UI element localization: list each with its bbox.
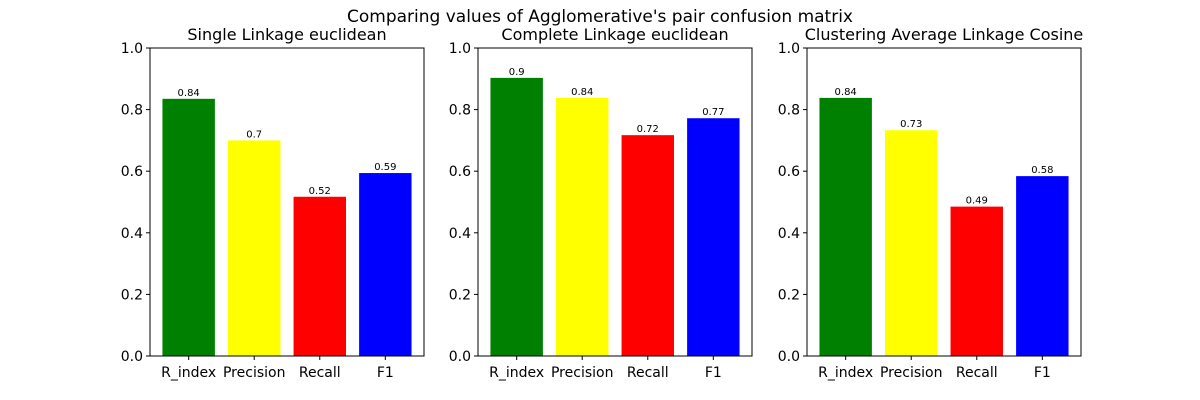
y-tick-label: 0.8 [449,103,471,119]
bar-recall [293,196,346,356]
y-tick-label: 1.0 [778,41,800,57]
x-tick-label: R_index [818,365,873,381]
axes-frame [149,47,425,357]
x-tick-label: Recall [956,365,998,381]
figure-suptitle: Comparing values of Agglomerative's pair… [347,7,853,27]
chart-panel: Clustering Average Linkage Cosine 0.0 0.2 0… [778,25,1084,381]
bar-precision [556,97,609,357]
y-tick-label: 0.6 [449,164,471,180]
x-tick-label: R_index [489,365,544,381]
bar-precision [228,140,281,356]
y-tick-label: 0.2 [121,287,143,303]
chart-panels: Single Linkage euclidean 0.0 0.2 0.4 0.6 0.8 1… [121,25,1084,381]
bar-precision [885,130,938,356]
y-tick-label: 0.0 [121,349,143,365]
bar-f1 [1016,176,1069,356]
data-label: 0.9 [509,67,525,78]
y-tick-label: 1.0 [449,41,471,57]
y-tick-label: 0.0 [778,349,800,365]
bar-r-index [162,98,215,356]
y-tick-label: 0.2 [778,287,800,303]
data-label: 0.7 [246,129,262,140]
data-label: 0.59 [374,162,396,173]
x-tick-label: Precision [223,365,285,381]
y-tick-label: 0.4 [778,226,800,242]
y-tick-label: 0.6 [121,164,143,180]
axes-frame [477,47,753,357]
data-label: 0.84 [571,87,593,98]
bar-f1 [687,118,740,356]
data-label: 0.77 [702,107,724,118]
data-label: 0.58 [1031,165,1053,176]
y-tick-label: 0.8 [121,103,143,119]
y-tick-label: 0.8 [778,103,800,119]
x-tick-label: F1 [1034,365,1051,381]
y-tick-label: 0.4 [121,226,143,242]
x-tick-label: Recall [299,365,341,381]
data-label: 0.84 [835,87,857,98]
bar-r-index [490,77,543,356]
data-label: 0.73 [900,119,922,130]
y-tick-label: 0.2 [449,287,471,303]
data-label: 0.52 [309,186,331,197]
y-tick-label: 0.0 [449,349,471,365]
bar-r-index [819,97,872,357]
y-tick-label: 0.4 [449,226,471,242]
chart-panel: Single Linkage euclidean 0.0 0.2 0.4 0.6 0.8 1… [121,25,425,381]
x-tick-label: F1 [705,365,722,381]
x-tick-label: Precision [880,365,942,381]
data-label: 0.72 [637,124,659,135]
data-label: 0.84 [178,88,200,99]
x-tick-label: Precision [551,365,613,381]
chart-title: Complete Linkage euclidean [501,25,728,44]
chart-title: Single Linkage euclidean [187,25,386,44]
chart-title: Clustering Average Linkage Cosine [805,25,1084,44]
bar-f1 [359,173,412,356]
bar-recall [621,135,674,356]
axes-frame [806,47,1082,357]
x-tick-label: R_index [161,365,216,381]
y-tick-label: 0.6 [778,164,800,180]
bar-recall [950,206,1003,356]
data-label: 0.49 [966,196,988,207]
chart-panel: Complete Linkage euclidean 0.0 0.2 0.4 0.6 0.… [449,25,753,381]
y-tick-label: 1.0 [121,41,143,57]
x-tick-label: F1 [377,365,394,381]
x-tick-label: Recall [627,365,669,381]
